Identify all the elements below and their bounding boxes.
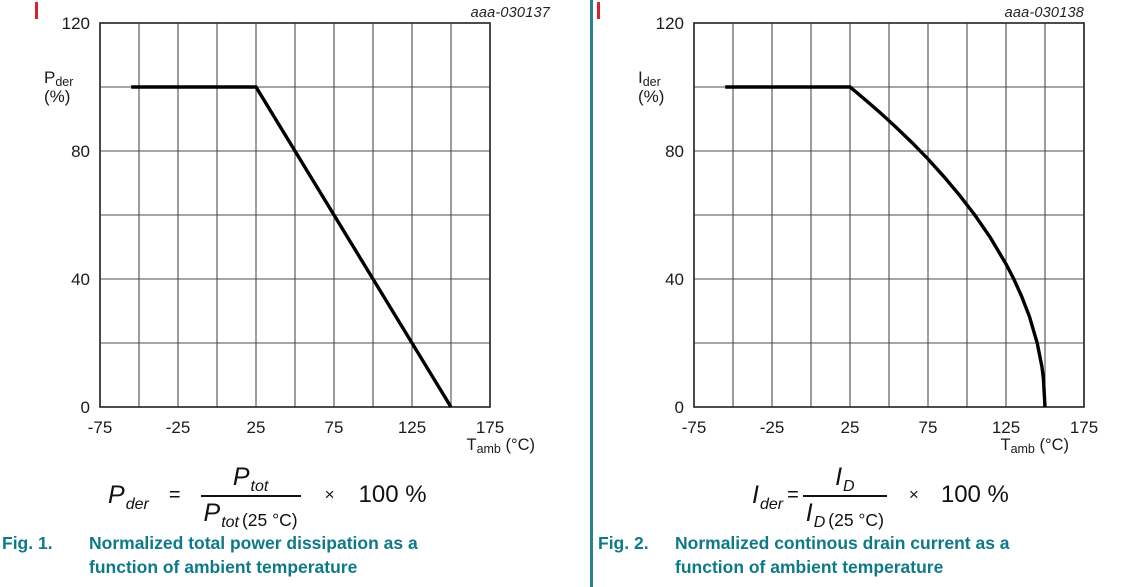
formula-fraction: Ptot Ptot (25 °C) <box>200 462 301 531</box>
x-axis-unit: (°C) <box>1039 436 1069 454</box>
y-axis-unit: (%) <box>638 87 665 106</box>
formula-fraction: ID ID (25 °C) <box>802 462 887 531</box>
x-tick-label: 75 <box>919 418 938 437</box>
figure-1-formula: Pder = Ptot Ptot (25 °C) × 100 % <box>108 459 427 531</box>
y-tick-label: 120 <box>656 14 684 33</box>
figure-2-caption-label: Fig. 2. <box>598 533 649 553</box>
figure-1-plot-id: aaa-030137 <box>470 5 550 21</box>
x-axis-unit: (°C) <box>505 436 535 454</box>
formula-result: 100 % <box>940 481 1009 508</box>
formula-lhs: Pder <box>108 480 149 513</box>
fraction-numerator: ID <box>835 462 855 495</box>
figure-2-formula: Ider = ID ID (25 °C) × 100 % <box>752 459 1009 531</box>
x-tick-label: -75 <box>88 418 113 437</box>
figure-2-plot-id: aaa-030138 <box>1004 5 1084 21</box>
y-tick-label: 80 <box>71 142 90 161</box>
y-tick-label: 120 <box>62 14 90 33</box>
revision-change-bar-left <box>35 2 38 19</box>
figure-1-chart: -75 -25 25 75 125 175 0 40 80 120 <box>62 14 505 437</box>
fraction-denominator: Ptot (25 °C) <box>200 494 301 531</box>
plot-frame <box>693 22 1085 408</box>
revision-change-bar-right <box>597 2 600 19</box>
fraction-numerator: Ptot <box>232 462 269 495</box>
formula-lhs: Ider <box>752 480 784 513</box>
y-axis-symbol: P <box>44 68 56 87</box>
y-tick-label: 0 <box>81 398 90 417</box>
x-tick-label: -75 <box>682 418 707 437</box>
curve-normalized-power-dissipation <box>131 85 453 408</box>
y-axis-subscript: der <box>642 75 661 89</box>
curve-normalized-drain-current <box>725 85 1047 408</box>
figure-1-x-axis-label: Tamb (°C) <box>466 436 535 456</box>
equals-sign: = <box>168 483 181 506</box>
figure-1-caption-label: Fig. 1. <box>2 533 53 553</box>
y-tick-label: 0 <box>675 398 684 417</box>
x-tick-label: 175 <box>476 418 504 437</box>
x-axis-symbol: T <box>466 436 477 454</box>
equals-sign: = <box>787 483 799 506</box>
figure-1-panel: aaa-030137 -75 -25 25 75 125 175 0 40 80 120 Pder… <box>2 5 587 579</box>
multiply-sign: × <box>324 485 335 504</box>
y-axis-symbol: I <box>638 68 643 87</box>
x-tick-label: 25 <box>841 418 860 437</box>
y-axis-subscript: der <box>55 75 74 89</box>
fraction-denominator: ID (25 °C) <box>802 494 887 531</box>
figure-2-panel: aaa-030138 -75 -25 25 75 125 175 0 40 80 120 Ider… <box>594 0 1124 587</box>
figure-1-y-axis-label: Pder (%) <box>44 69 73 106</box>
y-tick-label: 80 <box>665 142 684 161</box>
x-tick-label: -25 <box>760 418 785 437</box>
x-tick-label: 75 <box>325 418 344 437</box>
figure-2-y-axis-label: Ider (%) <box>638 69 664 106</box>
x-axis-symbol: T <box>1000 436 1011 454</box>
x-tick-label: 125 <box>398 418 426 437</box>
figure-2-chart: -75 -25 25 75 125 175 0 40 80 120 <box>656 14 1099 437</box>
x-tick-label: 125 <box>992 418 1020 437</box>
figure-2-caption: Fig. 2. Normalized continous drain curre… <box>598 532 1122 579</box>
x-axis-subscript: amb <box>1010 442 1035 456</box>
multiply-sign: × <box>908 485 919 504</box>
x-tick-label: 25 <box>247 418 266 437</box>
x-tick-label: 175 <box>1070 418 1098 437</box>
y-axis-unit: (%) <box>44 87 71 106</box>
x-axis-subscript: amb <box>476 442 501 456</box>
figure-1-caption: Fig. 1. Normalized total power dissipati… <box>2 532 587 579</box>
y-tick-label: 40 <box>71 270 90 289</box>
column-divider <box>590 0 593 587</box>
plot-frame <box>99 22 491 408</box>
x-tick-label: -25 <box>166 418 191 437</box>
y-tick-label: 40 <box>665 270 684 289</box>
formula-result: 100 % <box>358 481 427 508</box>
figure-2-x-axis-label: Tamb (°C) <box>1000 436 1069 456</box>
